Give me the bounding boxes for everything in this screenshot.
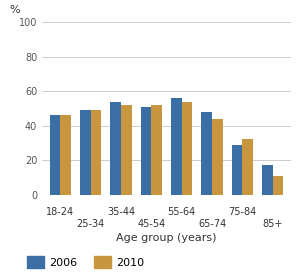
Bar <box>60 115 71 195</box>
Text: 25-34: 25-34 <box>76 219 105 229</box>
Bar <box>151 105 162 195</box>
Bar <box>171 98 182 195</box>
Bar <box>182 101 192 195</box>
Bar <box>50 115 60 195</box>
Text: 65-74: 65-74 <box>198 219 226 229</box>
Text: 75-84: 75-84 <box>228 207 256 217</box>
Bar <box>273 176 283 195</box>
Bar <box>141 107 151 195</box>
Text: 18-24: 18-24 <box>46 207 74 217</box>
Bar <box>121 105 132 195</box>
Bar <box>91 110 101 195</box>
Text: Age group (years): Age group (years) <box>116 232 217 242</box>
Bar <box>110 101 121 195</box>
Legend: 2006, 2010: 2006, 2010 <box>23 252 149 272</box>
Text: 35-44: 35-44 <box>107 207 135 217</box>
Text: 85+: 85+ <box>262 219 283 229</box>
Bar <box>232 145 242 195</box>
Bar <box>80 110 91 195</box>
Bar <box>242 140 253 195</box>
Text: 55-64: 55-64 <box>168 207 196 217</box>
Text: %: % <box>10 5 20 15</box>
Bar <box>201 112 212 195</box>
Bar <box>262 165 273 195</box>
Text: 45-54: 45-54 <box>137 219 165 229</box>
Bar <box>212 119 223 195</box>
